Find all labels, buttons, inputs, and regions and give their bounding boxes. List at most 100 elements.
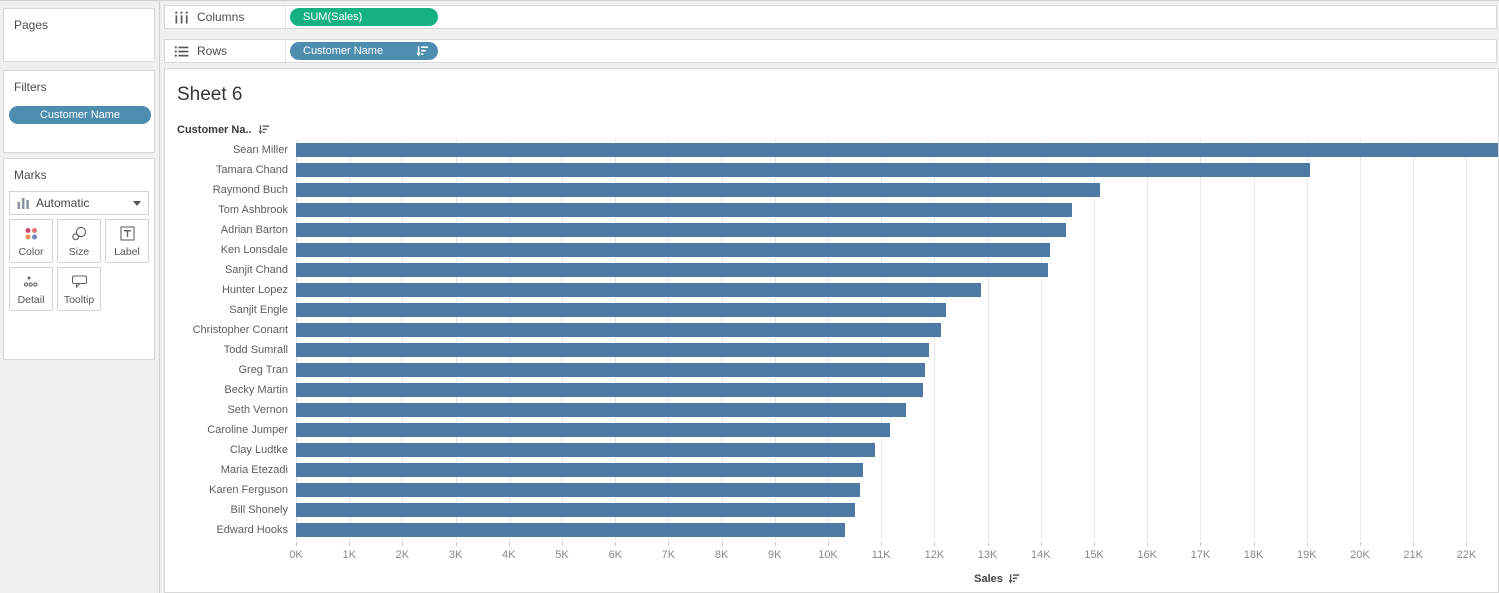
row-label[interactable]: Caroline Jumper bbox=[207, 424, 288, 436]
pages-shelf[interactable]: Pages bbox=[3, 8, 155, 62]
label-button[interactable]: Label bbox=[105, 219, 149, 263]
row-label[interactable]: Seth Vernon bbox=[227, 404, 288, 416]
row-label[interactable]: Tamara Chand bbox=[215, 164, 288, 176]
mark-type-value: Automatic bbox=[36, 196, 90, 210]
columns-pill-label: SUM(Sales) bbox=[303, 11, 363, 23]
gridline bbox=[668, 140, 670, 540]
axis-tick-label: 8K bbox=[714, 549, 729, 561]
row-label[interactable]: Todd Sumrall bbox=[223, 344, 288, 356]
x-axis-title[interactable]: Sales bbox=[974, 573, 1020, 585]
axis-tick-label: 12K bbox=[924, 549, 945, 561]
bar[interactable] bbox=[296, 503, 855, 517]
size-button[interactable]: Size bbox=[57, 219, 101, 263]
row-label[interactable]: Sanjit Chand bbox=[225, 264, 288, 276]
tooltip-button-label: Tooltip bbox=[63, 294, 95, 306]
row-label[interactable]: Raymond Buch bbox=[212, 184, 288, 196]
bar[interactable] bbox=[296, 523, 845, 537]
bar[interactable] bbox=[296, 363, 925, 377]
row-field-header[interactable]: Customer Na.. bbox=[177, 124, 270, 136]
axis-tick-mark bbox=[1147, 542, 1149, 546]
axis-tick-label: 15K bbox=[1084, 549, 1104, 561]
gridline bbox=[615, 140, 617, 540]
axis-tick-label: 21K bbox=[1403, 549, 1423, 561]
bar[interactable] bbox=[296, 243, 1050, 257]
bar[interactable] bbox=[296, 423, 890, 437]
row-label[interactable]: Bill Shonely bbox=[230, 504, 288, 516]
row-label[interactable]: Tom Ashbrook bbox=[218, 204, 288, 216]
axis-tick-label: 7K bbox=[661, 549, 676, 561]
bar[interactable] bbox=[296, 483, 860, 497]
row-label[interactable]: Sanjit Engle bbox=[229, 304, 288, 316]
rows-pill-label: Customer Name bbox=[303, 45, 384, 57]
gridline bbox=[721, 140, 723, 540]
rows-shelf[interactable]: Rows Customer Name bbox=[164, 39, 1497, 63]
axis-tick-mark bbox=[455, 542, 457, 546]
gridline bbox=[1147, 140, 1149, 540]
columns-shelf-label: Columns bbox=[197, 10, 245, 24]
mark-type-dropdown[interactable]: Automatic bbox=[9, 191, 149, 215]
columns-shelf[interactable]: Columns SUM(Sales) bbox=[164, 5, 1497, 29]
row-label[interactable]: Becky Martin bbox=[224, 384, 288, 396]
row-field-header-label: Customer Na.. bbox=[177, 124, 252, 136]
row-label[interactable]: Maria Etezadi bbox=[220, 464, 288, 476]
row-label[interactable]: Adrian Barton bbox=[220, 224, 288, 236]
bar[interactable] bbox=[296, 463, 863, 477]
gridline bbox=[349, 140, 351, 540]
row-label[interactable]: Christopher Conant bbox=[192, 324, 288, 336]
axis-tick-mark bbox=[402, 542, 404, 546]
bar[interactable] bbox=[296, 163, 1310, 177]
axis-tick-label: 22K bbox=[1456, 549, 1477, 561]
text-label-icon bbox=[119, 220, 135, 247]
rows-shelf-label-zone: Rows bbox=[165, 40, 286, 62]
row-label[interactable]: Sean Miller bbox=[232, 144, 288, 156]
rows-shelf-label: Rows bbox=[197, 44, 228, 58]
gridline bbox=[1306, 140, 1308, 540]
bar[interactable] bbox=[296, 443, 875, 457]
sheet-title[interactable]: Sheet 6 bbox=[177, 84, 243, 105]
gridline bbox=[1040, 140, 1042, 540]
axis-tick-label: 6K bbox=[608, 549, 622, 561]
rows-icon bbox=[174, 45, 189, 58]
bar[interactable] bbox=[296, 183, 1100, 197]
sort-descending-icon[interactable] bbox=[1008, 574, 1020, 584]
gridline bbox=[881, 140, 883, 540]
bar[interactable] bbox=[296, 383, 923, 397]
pill-sum-sales[interactable]: SUM(Sales) bbox=[290, 8, 438, 26]
axis-tick-label: 13K bbox=[977, 549, 998, 561]
bar[interactable] bbox=[296, 303, 946, 317]
row-label[interactable]: Hunter Lopez bbox=[221, 284, 288, 296]
sort-descending-icon[interactable] bbox=[416, 45, 429, 57]
color-button[interactable]: Color bbox=[9, 219, 53, 263]
row-label[interactable]: Edward Hooks bbox=[216, 524, 288, 536]
gridline bbox=[455, 140, 457, 540]
bar[interactable] bbox=[296, 223, 1066, 237]
filters-shelf[interactable]: Filters Customer Name bbox=[3, 70, 155, 153]
row-label[interactable]: Clay Ludtke bbox=[229, 444, 288, 456]
row-label[interactable]: Greg Tran bbox=[238, 364, 288, 376]
detail-button[interactable]: Detail bbox=[9, 267, 53, 311]
bar[interactable] bbox=[296, 403, 906, 417]
bar[interactable] bbox=[296, 323, 941, 337]
axis-tick-mark bbox=[615, 542, 617, 546]
row-label[interactable]: Karen Ferguson bbox=[209, 484, 288, 496]
bar[interactable] bbox=[296, 263, 1048, 277]
axis-tick-mark bbox=[668, 542, 670, 546]
bar[interactable] bbox=[296, 203, 1072, 217]
gridline bbox=[934, 140, 936, 540]
gridline bbox=[1413, 140, 1415, 540]
row-label[interactable]: Ken Lonsdale bbox=[220, 244, 288, 256]
axis-tick-label: 11K bbox=[871, 549, 891, 561]
bar-chart-icon bbox=[17, 197, 30, 209]
bar[interactable] bbox=[296, 343, 929, 357]
gridline bbox=[1093, 140, 1095, 540]
filter-pill-customer-name[interactable]: Customer Name bbox=[9, 106, 151, 124]
bar[interactable] bbox=[296, 283, 981, 297]
gridline bbox=[987, 140, 989, 540]
bar[interactable] bbox=[296, 143, 1498, 157]
tooltip-button[interactable]: Tooltip bbox=[57, 267, 101, 311]
gridline bbox=[1253, 140, 1255, 540]
axis-tick-label: 17K bbox=[1190, 549, 1211, 561]
pill-customer-name[interactable]: Customer Name bbox=[290, 42, 438, 60]
sort-descending-icon[interactable] bbox=[258, 125, 270, 135]
axis-tick-mark bbox=[934, 542, 936, 546]
